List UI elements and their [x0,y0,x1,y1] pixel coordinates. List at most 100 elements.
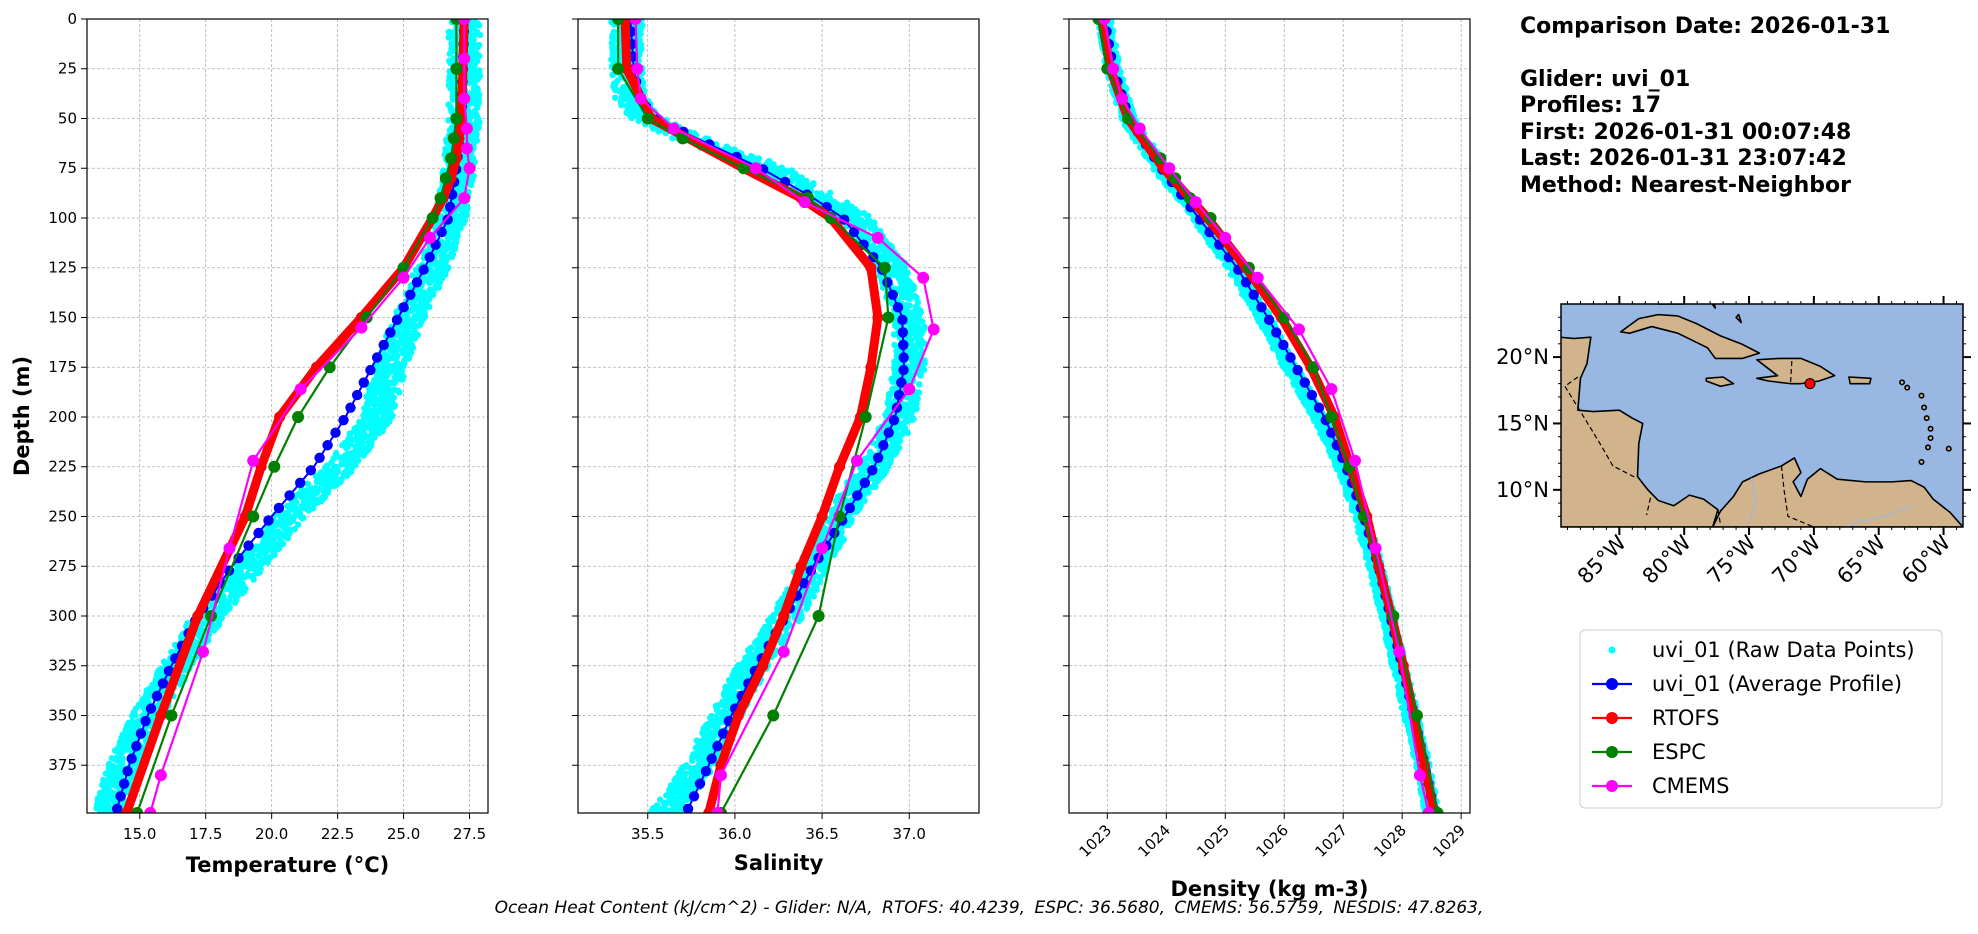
average-profile-point [405,289,416,301]
raw-data-point [364,424,372,431]
x-tick-label: 36.5 [805,825,838,843]
rtofs-point [255,461,267,473]
espc-point [439,172,452,185]
average-profile-point [295,477,306,489]
raw-data-point [332,482,339,489]
y-tick-label: 100 [48,209,77,227]
rtofs-point [703,807,715,813]
raw-data-point [788,178,796,185]
x-tick-label: 25.0 [387,825,420,843]
average-profile-point [358,377,369,388]
average-profile-point [852,490,863,501]
espc-series [131,19,463,813]
x-axis-label: Salinity [734,851,824,875]
raw-data-point [321,482,329,490]
y-tick-label: 125 [48,259,77,277]
espc-point [859,410,872,423]
average-profile-point [135,728,147,739]
raw-data-point [393,354,400,362]
y-tick-label: 225 [48,458,77,476]
espc-point [676,132,689,145]
espc-point [450,62,463,75]
average-profile-point [314,452,325,463]
average-profile-point [411,277,423,288]
average-profile-point [883,427,894,438]
y-tick-label: 75 [58,159,77,177]
raw-data-point [278,541,286,548]
raw-data-point [904,429,911,437]
espc-point [824,211,837,224]
raw-data-point [445,117,452,124]
cmems-point [917,271,930,284]
raw-data-point [891,451,899,458]
x-tick-label: 27.5 [453,825,486,843]
raw-data-point [313,489,321,496]
espc-point [292,410,305,423]
espc-point [641,112,654,125]
raw-data-point [291,525,298,533]
raw-data-point [343,444,350,452]
raw-data-point [240,562,247,570]
average-profile-point [322,440,333,451]
raw-data-point [611,94,619,101]
average-profile-point [896,377,907,388]
cmems-point [777,645,790,658]
average-profile-point [391,314,403,326]
raw-data-point [890,331,898,338]
average-profile-point [338,414,349,426]
raw-data-point [911,406,918,413]
plot-frame [86,18,489,814]
raw-data-point [128,712,136,720]
cmems-point [154,769,167,782]
raw-data-point [709,734,716,741]
average-profile-point [858,239,869,250]
average-profile-point [859,477,870,489]
y-tick-label: 375 [48,756,77,774]
rtofs-point [865,262,877,274]
raw-data-point [396,389,403,396]
raw-data-point [618,101,625,109]
average-profile-point [888,414,900,426]
raw-data-point [476,52,483,60]
raw-data-point [264,559,272,566]
rtofs-point [121,807,133,813]
average-profile-point [436,226,447,238]
average-profile-point [122,766,133,777]
cmems-point [927,323,940,336]
espc-point [767,709,780,722]
cmems-point [223,542,236,555]
average-profile-point [418,264,429,275]
x-tick-label: 36.0 [718,825,751,843]
y-axis-label: Depth (m) [10,356,34,476]
raw-data-point [865,489,872,496]
average-profile-point [263,515,274,526]
espc-point [268,460,281,473]
raw-data-point [696,759,704,767]
raw-data-point [777,639,785,646]
rtofs-point [621,63,633,75]
average-profile-point [284,490,295,501]
raw-data-point [241,587,248,595]
y-tick-label: 175 [48,358,77,376]
average-profile-point [717,728,729,739]
raw-data-point [426,279,433,287]
rtofs-point [778,610,790,622]
average-profile-point [371,352,383,363]
average-profile-point [118,778,130,789]
average-profile-point [798,577,810,589]
average-profile-point [898,364,909,376]
raw-data-point [447,127,454,135]
raw-data-point [628,114,635,122]
raw-data-point [360,452,367,459]
raw-data-point [845,521,852,529]
average-profile-point [424,252,435,263]
raw-data-point [803,605,810,612]
cmems-point [816,542,829,555]
raw-data-point [891,341,898,349]
raw-data-point [411,316,418,324]
raw-data-point [409,272,416,279]
raw-data-point [210,627,218,634]
raw-data-point [350,428,358,435]
raw-data-point [650,125,657,132]
